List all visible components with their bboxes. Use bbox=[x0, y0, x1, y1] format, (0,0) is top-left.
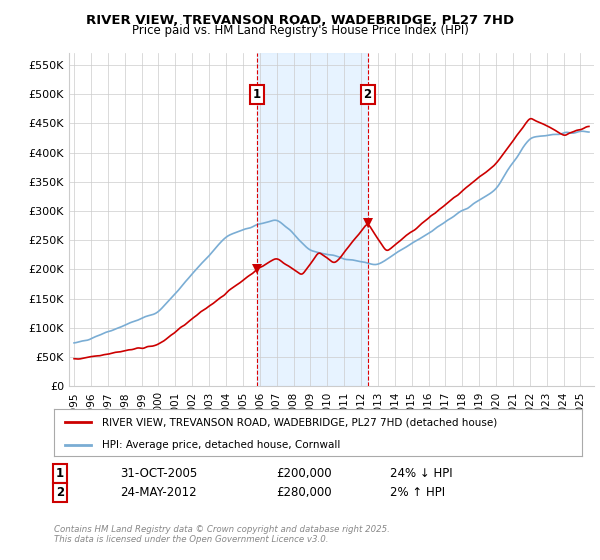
Bar bbox=[257, 53, 368, 386]
Text: Price paid vs. HM Land Registry's House Price Index (HPI): Price paid vs. HM Land Registry's House … bbox=[131, 24, 469, 37]
Text: 2: 2 bbox=[364, 87, 371, 101]
Text: 1: 1 bbox=[253, 87, 261, 101]
Text: 2% ↑ HPI: 2% ↑ HPI bbox=[390, 486, 445, 500]
Text: HPI: Average price, detached house, Cornwall: HPI: Average price, detached house, Corn… bbox=[101, 440, 340, 450]
Text: RIVER VIEW, TREVANSON ROAD, WADEBRIDGE, PL27 7HD (detached house): RIVER VIEW, TREVANSON ROAD, WADEBRIDGE, … bbox=[101, 417, 497, 427]
Text: 31-OCT-2005: 31-OCT-2005 bbox=[120, 466, 197, 480]
Text: £200,000: £200,000 bbox=[276, 466, 332, 480]
Text: £280,000: £280,000 bbox=[276, 486, 332, 500]
Text: 1: 1 bbox=[56, 466, 64, 480]
Text: Contains HM Land Registry data © Crown copyright and database right 2025.
This d: Contains HM Land Registry data © Crown c… bbox=[54, 525, 390, 544]
Text: 24-MAY-2012: 24-MAY-2012 bbox=[120, 486, 197, 500]
Text: RIVER VIEW, TREVANSON ROAD, WADEBRIDGE, PL27 7HD: RIVER VIEW, TREVANSON ROAD, WADEBRIDGE, … bbox=[86, 14, 514, 27]
Text: 24% ↓ HPI: 24% ↓ HPI bbox=[390, 466, 452, 480]
Text: 2: 2 bbox=[56, 486, 64, 500]
